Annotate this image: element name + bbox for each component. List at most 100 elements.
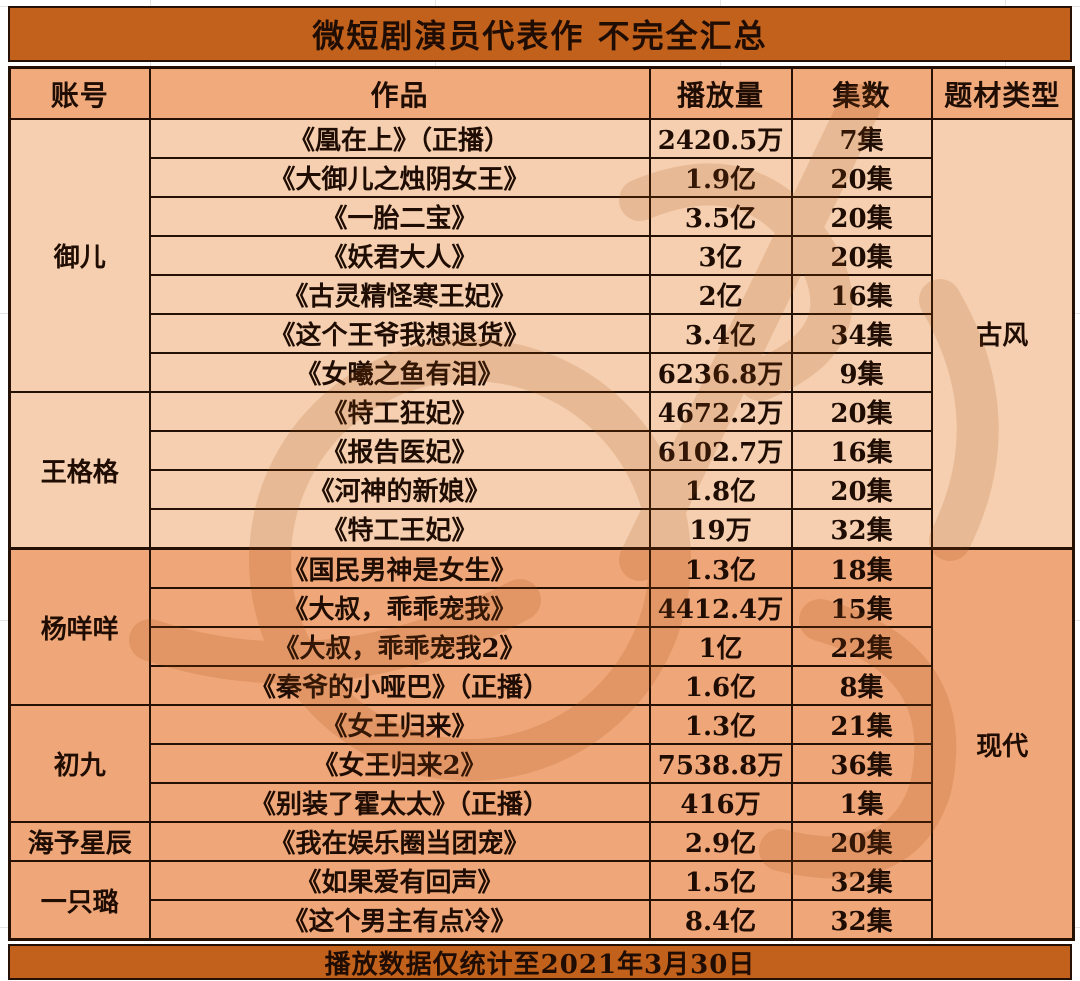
table-title: 微短剧演员代表作 不完全汇总: [8, 6, 1072, 62]
work-title-cell: 《女曦之鱼有泪》: [148, 352, 651, 393]
table-row: 杨咩咩 《国民男神是女生》 1.3亿 18集 现代: [8, 547, 1075, 941]
table-row: 《大御儿之烛阴女王》 1.9亿 20集: [10, 157, 1074, 198]
episodes-cell: 34集: [790, 313, 933, 354]
episodes-cell: 32集: [790, 508, 933, 550]
account-cell: 杨咩咩: [8, 547, 151, 706]
table-wrapper: 账号 作品 播放量 集数 题材类型 御儿 《凰在上》（正播） 2420.5万 7集 古风…: [8, 66, 1075, 941]
episodes-cell: 9集: [790, 352, 933, 393]
episodes-cell: 22集: [790, 626, 933, 667]
plays-cell: 7538.8万: [648, 743, 793, 784]
column-header-episodes: 集数: [790, 66, 933, 120]
episodes-cell: 20集: [790, 391, 933, 432]
plays-cell: 2.9亿: [648, 821, 793, 862]
work-title-cell: 《大叔，乖乖宠我》: [148, 587, 651, 628]
plays-cell: 3亿: [648, 235, 793, 276]
plays-cell: 1.6亿: [648, 665, 793, 706]
table-row: 御儿 《凰在上》（正播） 2420.5万 7集 古风: [8, 118, 1075, 550]
plays-cell: 8.4亿: [648, 899, 793, 941]
plays-cell: 2亿: [648, 274, 793, 315]
genre-cell: 现代: [930, 547, 1075, 941]
table-row: 一只璐 《如果爱有回声》 1.5亿 32集: [8, 860, 1074, 941]
episodes-cell: 16集: [790, 430, 933, 471]
account-cell: 初九: [8, 704, 151, 823]
plays-cell: 3.5亿: [648, 196, 793, 237]
table-row: 《大叔，乖乖宠我》 4412.4万 15集: [10, 587, 1074, 628]
plays-cell: 3.4亿: [648, 313, 793, 354]
table-footer-text: 播放数据仅统计至2021年3月30日: [324, 949, 756, 980]
episodes-cell: 36集: [790, 743, 933, 784]
episodes-cell: 20集: [790, 821, 933, 862]
table-footer: 播放数据仅统计至2021年3月30日: [8, 944, 1072, 980]
episodes-cell: 20集: [790, 469, 933, 510]
account-cell: 一只璐: [8, 860, 151, 941]
work-title-cell: 《特工王妃》: [148, 508, 651, 550]
episodes-cell: 21集: [790, 704, 933, 745]
work-title-cell: 《大御儿之烛阴女王》: [148, 157, 651, 198]
plays-cell: 1.5亿: [648, 860, 793, 901]
episodes-cell: 1集: [790, 782, 933, 823]
table-body: 御儿 《凰在上》（正播） 2420.5万 7集 古风 《大御儿之烛阴女王》 1.9亿 20集《…: [8, 118, 1075, 941]
column-header-account: 账号: [8, 66, 151, 120]
episodes-cell: 16集: [790, 274, 933, 315]
genre-cell: 古风: [930, 118, 1075, 550]
table-row: 《别装了霍太太》（正播） 416万 1集: [10, 782, 1074, 823]
drama-table: 账号 作品 播放量 集数 题材类型 御儿 《凰在上》（正播） 2420.5万 7集 古风…: [8, 66, 1075, 941]
table-row: 《大叔，乖乖宠我2》 1亿 22集: [10, 626, 1074, 667]
table-row: 《特工王妃》 19万 32集: [10, 508, 1074, 550]
episodes-cell: 15集: [790, 587, 933, 628]
column-header-genre: 题材类型: [930, 66, 1075, 120]
column-header-work: 作品: [148, 66, 651, 120]
table-row: 王格格 《特工狂妃》 4672.2万 20集: [8, 391, 1074, 550]
table-row: 《一胎二宝》 3.5亿 20集: [10, 196, 1074, 237]
episodes-cell: 18集: [790, 547, 933, 589]
account-cell: 王格格: [8, 391, 151, 550]
plays-cell: 1.9亿: [648, 157, 793, 198]
plays-cell: 19万: [648, 508, 793, 550]
column-header-plays: 播放量: [648, 66, 793, 120]
episodes-cell: 32集: [790, 899, 933, 941]
table-row: 《秦爷的小哑巴》（正播） 1.6亿 8集: [10, 665, 1074, 706]
work-title-cell: 《别装了霍太太》（正播）: [148, 782, 651, 823]
account-cell: 海予星辰: [8, 821, 151, 862]
plays-cell: 416万: [648, 782, 793, 823]
table-row: 《古灵精怪寒王妃》 2亿 16集: [10, 274, 1074, 315]
work-title-cell: 《报告医妃》: [148, 430, 651, 471]
work-title-cell: 《凰在上》（正播）: [148, 118, 651, 159]
plays-cell: 1.8亿: [648, 469, 793, 510]
episodes-cell: 20集: [790, 196, 933, 237]
work-title-cell: 《妖君大人》: [148, 235, 651, 276]
plays-cell: 1亿: [648, 626, 793, 667]
table-sheet: 微短剧演员代表作 不完全汇总 账号 作品 播放量 集数 题材类型 御儿 《凰在上》…: [8, 6, 1075, 980]
episodes-cell: 20集: [790, 235, 933, 276]
work-title-cell: 《大叔，乖乖宠我2》: [148, 626, 651, 667]
episodes-cell: 7集: [790, 118, 933, 159]
episodes-cell: 20集: [790, 157, 933, 198]
work-title-cell: 《如果爱有回声》: [148, 860, 651, 901]
plays-cell: 1.3亿: [648, 704, 793, 745]
table-row: 初九 《女王归来》 1.3亿 21集: [8, 704, 1074, 823]
work-title-cell: 《秦爷的小哑巴》（正播）: [148, 665, 651, 706]
work-title-cell: 《这个王爷我想退货》: [148, 313, 651, 354]
work-title-cell: 《古灵精怪寒王妃》: [148, 274, 651, 315]
plays-cell: 6236.8万: [648, 352, 793, 393]
table-row: 《女曦之鱼有泪》 6236.8万 9集: [10, 352, 1074, 393]
work-title-cell: 《女王归来2》: [148, 743, 651, 784]
work-title-cell: 《女王归来》: [148, 704, 651, 745]
episodes-cell: 32集: [790, 860, 933, 901]
table-row: 《女王归来2》 7538.8万 36集: [10, 743, 1074, 784]
table-row: 《这个王爷我想退货》 3.4亿 34集: [10, 313, 1074, 354]
plays-cell: 6102.7万: [648, 430, 793, 471]
plays-cell: 1.3亿: [648, 547, 793, 589]
work-title-cell: 《我在娱乐圈当团宠》: [148, 821, 651, 862]
work-title-cell: 《河神的新娘》: [148, 469, 651, 510]
episodes-cell: 8集: [790, 665, 933, 706]
plays-cell: 4412.4万: [648, 587, 793, 628]
table-row: 《妖君大人》 3亿 20集: [10, 235, 1074, 276]
table-title-text: 微短剧演员代表作 不完全汇总: [312, 17, 768, 55]
work-title-cell: 《一胎二宝》: [148, 196, 651, 237]
table-row: 《河神的新娘》 1.8亿 20集: [10, 469, 1074, 510]
work-title-cell: 《国民男神是女生》: [148, 547, 651, 589]
table-row: 《报告医妃》 6102.7万 16集: [10, 430, 1074, 471]
work-title-cell: 《这个男主有点冷》: [148, 899, 651, 941]
header-row: 账号 作品 播放量 集数 题材类型: [8, 66, 1075, 120]
